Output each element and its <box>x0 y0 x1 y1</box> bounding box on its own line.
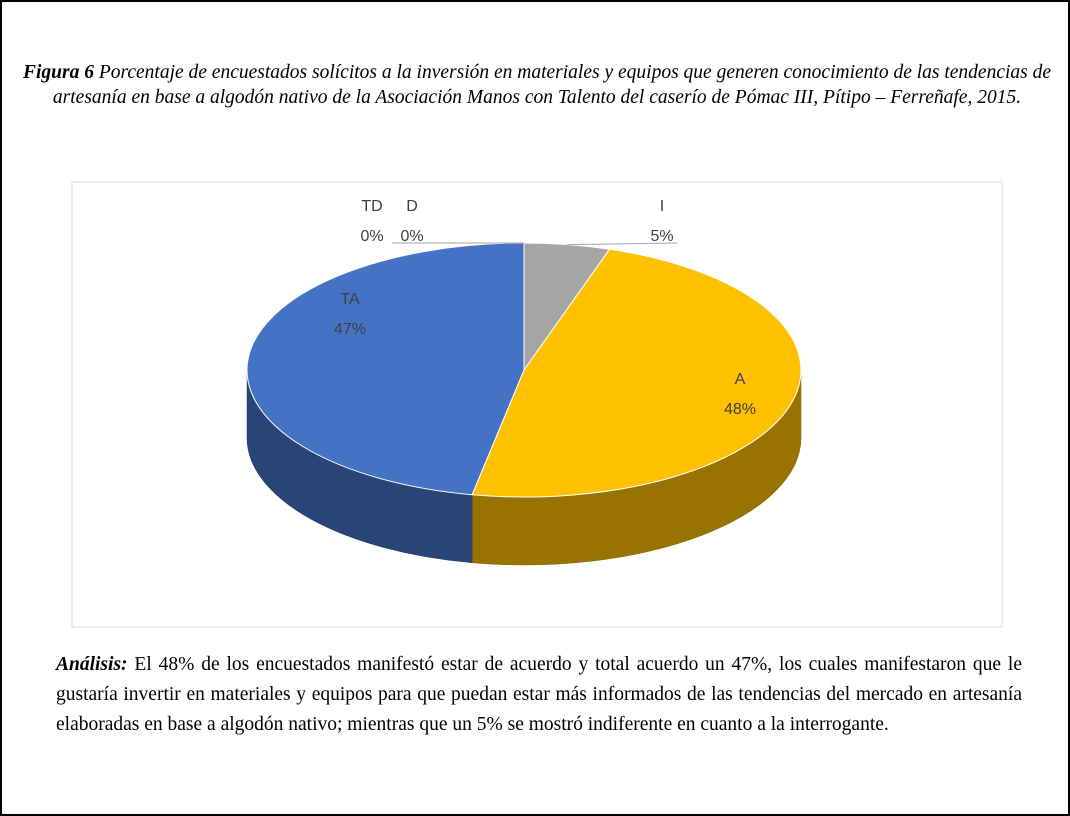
value-label: 0% <box>360 228 383 245</box>
value-label: 0% <box>400 228 423 245</box>
caption-text: Porcentaje de encuestados solícitos a la… <box>52 62 1052 108</box>
category-label: D <box>406 198 418 215</box>
analysis-text: El 48% de los encuestados manifestó esta… <box>56 654 1022 735</box>
category-label: A <box>735 371 746 388</box>
pie-slice <box>246 242 525 496</box>
value-label: 47% <box>334 321 366 338</box>
analysis: Análisis: El 48% de los encuestados mani… <box>56 650 1022 740</box>
category-label: TD <box>361 198 382 215</box>
figure-label: Figura 6 <box>22 62 94 83</box>
leader-line <box>567 242 678 246</box>
value-label: 5% <box>650 228 673 245</box>
value-label: 48% <box>724 401 756 418</box>
category-label: I <box>660 198 664 215</box>
figure-caption: Figura 6 Porcentaje de encuestados solíc… <box>20 60 1054 110</box>
pie-slice <box>471 248 802 498</box>
analysis-label: Análisis: <box>56 654 128 675</box>
category-label: TA <box>340 291 360 308</box>
